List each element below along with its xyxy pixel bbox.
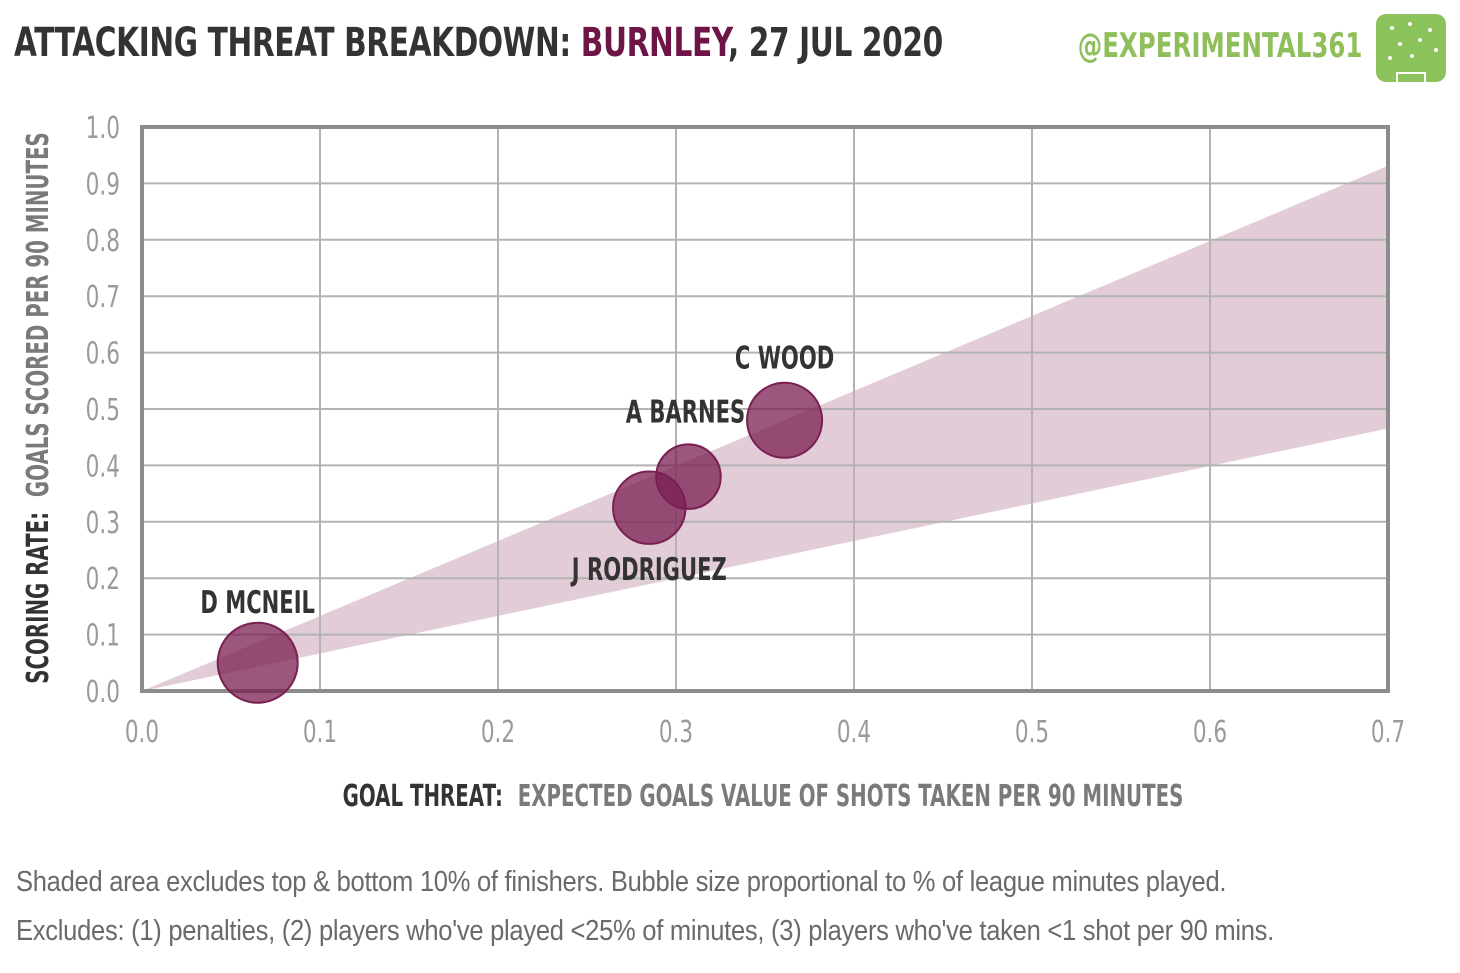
y-axis-ticks: 0.0 0.1 0.2 0.3 0.4 0.5 0.6 0.7 0.8 0.9 1.0 <box>86 112 120 710</box>
y-tick-label: 0.9 <box>86 168 120 202</box>
pitch-logo-icon <box>1376 14 1446 82</box>
y-tick-label: 0.5 <box>86 394 120 428</box>
x-axis-label-bold: GOAL THREAT: <box>343 778 503 813</box>
bubble-labels: D MCNEIL J RODRIGUEZ A BARNES C WOOD <box>200 341 834 621</box>
x-tick-label: 0.5 <box>1015 716 1049 750</box>
bubble-label: A BARNES <box>626 394 745 430</box>
y-tick-label: 0.6 <box>86 337 120 371</box>
plot-frame <box>140 125 1390 693</box>
y-tick-label: 0.3 <box>86 506 120 540</box>
footnote-line-1: Shaded area excludes top & bottom 10% of… <box>16 866 1227 898</box>
bubble <box>216 621 299 704</box>
bubble-label: C WOOD <box>735 341 834 377</box>
x-tick-label: 0.6 <box>1193 716 1227 750</box>
bubble-label: J RODRIGUEZ <box>570 552 727 588</box>
grid <box>140 125 1390 693</box>
y-axis-label-rest: GOALS SCORED PER 90 MINUTES <box>20 132 55 497</box>
y-tick-label: 0.1 <box>86 619 120 653</box>
x-tick-label: 0.2 <box>481 716 515 750</box>
bubble <box>746 381 824 459</box>
x-axis-label-rest: EXPECTED GOALS VALUE OF SHOTS TAKEN PER … <box>518 778 1184 813</box>
title-prefix: ATTACKING THREAT BREAKDOWN: <box>14 20 571 66</box>
x-tick-label: 0.0 <box>125 716 159 750</box>
bubble-label: D MCNEIL <box>200 585 315 621</box>
bubble <box>655 443 722 510</box>
chart-title: ATTACKING THREAT BREAKDOWN: BURNLEY, 27 … <box>14 20 943 66</box>
y-tick-label: 0.0 <box>86 676 120 710</box>
x-tick-label: 0.7 <box>1371 716 1405 750</box>
y-axis-label-bold: SCORING RATE: <box>20 512 55 684</box>
x-tick-label: 0.1 <box>303 716 337 750</box>
twitter-handle[interactable]: @EXPERIMENTAL361 <box>1077 26 1362 66</box>
x-tick-label: 0.4 <box>837 716 871 750</box>
bubbles <box>216 381 824 704</box>
x-axis-label: GOAL THREAT: EXPECTED GOALS VALUE OF SHO… <box>343 778 1184 813</box>
title-date: , 27 JUL 2020 <box>727 20 943 66</box>
footnote-line-2: Excludes: (1) penalties, (2) players who… <box>16 915 1274 947</box>
x-tick-label: 0.3 <box>659 716 693 750</box>
y-tick-label: 0.7 <box>86 281 120 315</box>
y-axis-label: SCORING RATE: GOALS SCORED PER 90 MINUTE… <box>20 132 55 684</box>
title-team: BURNLEY <box>580 20 729 66</box>
y-tick-label: 1.0 <box>86 112 120 146</box>
y-tick-label: 0.8 <box>86 224 120 258</box>
y-tick-label: 0.4 <box>86 450 120 484</box>
scatter-chart: 0.0 0.1 0.2 0.3 0.4 0.5 0.6 0.7 0.8 0.9 1.0 0.0 0.1… <box>20 112 1405 813</box>
y-tick-label: 0.2 <box>86 563 120 597</box>
x-axis-ticks: 0.0 0.1 0.2 0.3 0.4 0.5 0.6 0.7 <box>125 716 1405 750</box>
